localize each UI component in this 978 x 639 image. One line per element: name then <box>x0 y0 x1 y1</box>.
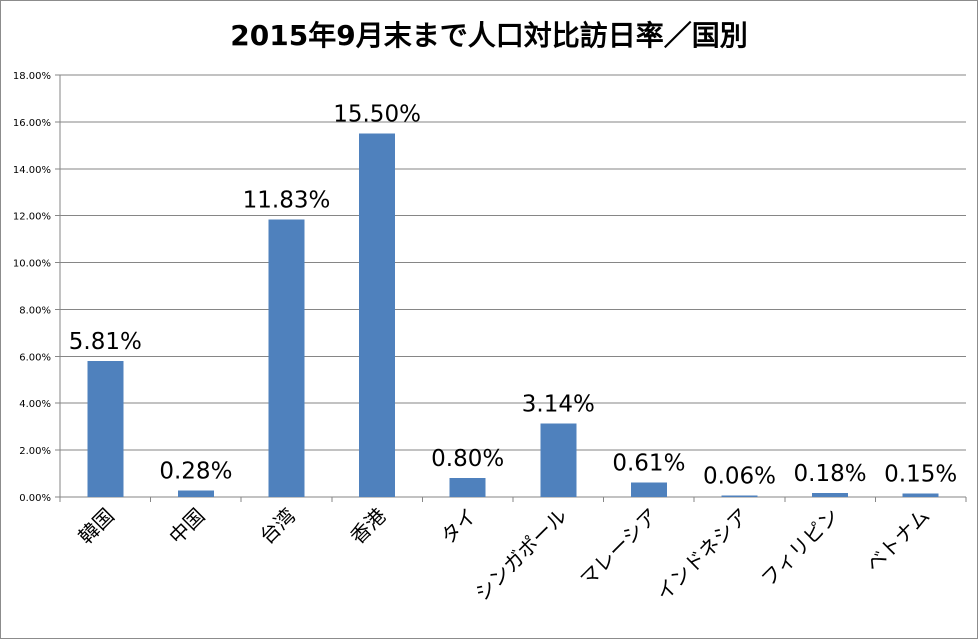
category-label: タイ <box>436 504 481 549</box>
y-tick-label: 8.00% <box>19 305 51 316</box>
data-label: 0.06% <box>703 464 776 490</box>
y-tick-label: 18.00% <box>13 71 51 82</box>
data-label: 5.81% <box>69 329 142 355</box>
y-tick-label: 10.00% <box>13 259 51 270</box>
category-label: シンガポール <box>470 504 572 606</box>
bar <box>359 133 396 497</box>
category-label: マレーシア <box>575 504 662 591</box>
category-label: インドネシア <box>651 504 753 606</box>
data-label: 0.15% <box>884 461 957 487</box>
category-label: 香港 <box>345 504 390 549</box>
data-label: 0.61% <box>612 451 685 477</box>
category-label: フィリピン <box>756 504 843 591</box>
bar <box>449 478 486 497</box>
bar <box>721 495 758 497</box>
data-label: 0.28% <box>159 458 232 484</box>
y-tick-label: 4.00% <box>19 399 51 410</box>
data-label: 0.80% <box>431 446 504 472</box>
bar <box>812 492 849 497</box>
category-label: 韓国 <box>74 504 119 549</box>
y-tick-label: 12.00% <box>13 212 51 223</box>
y-tick-label: 16.00% <box>13 118 51 129</box>
bar <box>630 482 667 497</box>
category-label: ベトナム <box>861 504 934 577</box>
data-label: 11.83% <box>243 188 331 214</box>
data-label: 0.18% <box>794 461 867 487</box>
data-label: 15.50% <box>333 102 421 128</box>
y-tick-label: 14.00% <box>13 165 51 176</box>
y-tick-label: 6.00% <box>19 352 51 363</box>
bar <box>177 490 214 497</box>
bar <box>540 423 577 497</box>
bar <box>87 360 124 497</box>
data-label: 3.14% <box>522 391 595 417</box>
y-tick-label: 0.00% <box>19 493 51 504</box>
category-label: 中国 <box>164 504 209 549</box>
y-tick-label: 2.00% <box>19 446 51 457</box>
chart-title: 2015年9月末まで人口対比訪日率／国別 <box>230 19 748 52</box>
bar <box>268 219 305 497</box>
bar <box>902 493 939 497</box>
category-label: 台湾 <box>255 504 300 549</box>
